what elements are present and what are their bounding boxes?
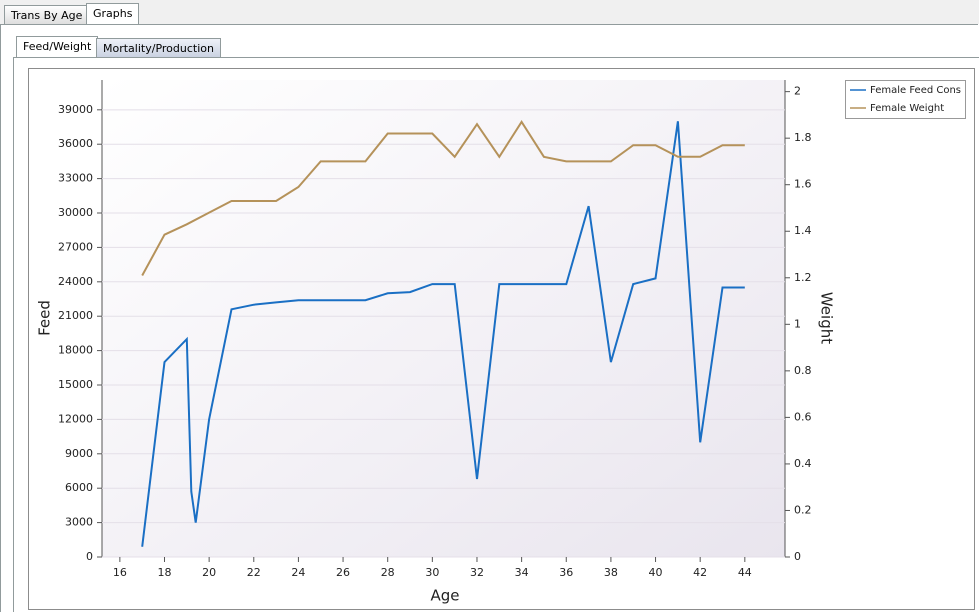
x-tick-label: 28 [381,566,395,579]
x-axis-label: Age [430,587,459,605]
x-tick-label: 44 [738,566,752,579]
y-tick-label: 24000 [58,275,93,288]
x-tick-label: 40 [649,566,663,579]
y2-tick-label: 0 [794,550,801,563]
x-tick-label: 20 [202,566,216,579]
legend [845,80,966,119]
legend-label: Female Feed Cons [870,85,961,96]
subtab[interactable]: Feed/Weight [16,36,99,58]
tab[interactable]: Graphs [86,3,140,25]
y2-tick-label: 1.4 [794,224,812,237]
y-tick-label: 18000 [58,344,93,357]
y-axis-label: Feed [36,300,54,336]
x-tick-label: 34 [515,566,529,579]
x-tick-label: 26 [336,566,350,579]
y-tick-label: 27000 [58,240,93,253]
plot-area [102,80,785,557]
x-tick-label: 38 [604,566,618,579]
x-tick-label: 24 [291,566,305,579]
y2-tick-label: 1.2 [794,271,812,284]
series-line [141,121,745,547]
y-tick-label: 21000 [58,309,93,322]
y-tick-label: 12000 [58,412,93,425]
y2-tick-label: 0.6 [794,410,812,423]
y2-axis-label: Weight [818,292,836,344]
y-tick-label: 36000 [58,137,93,150]
y2-tick-label: 0.4 [794,457,812,470]
x-tick-label: 42 [693,566,707,579]
y2-tick-label: 2 [794,85,801,98]
y-tick-label: 15000 [58,378,93,391]
y-tick-label: 9000 [65,447,93,460]
x-tick-label: 18 [157,566,171,579]
series-line [141,120,745,276]
y-tick-label: 30000 [58,206,93,219]
subtab-panel [13,57,979,612]
y-tick-label: 0 [86,550,93,563]
x-tick-label: 36 [559,566,573,579]
tab-panel [0,24,978,612]
x-tick-label: 16 [113,566,127,579]
y2-tick-label: 1 [794,317,801,330]
y-tick-label: 39000 [58,103,93,116]
y2-tick-label: 1.8 [794,131,812,144]
y2-tick-label: 1.6 [794,178,812,191]
x-tick-label: 22 [247,566,261,579]
x-tick-label: 32 [470,566,484,579]
y2-tick-label: 0.8 [794,364,812,377]
y2-tick-label: 0.2 [794,503,812,516]
y-tick-label: 3000 [65,516,93,529]
subtab[interactable]: Mortality/Production [96,38,221,58]
y-tick-label: 33000 [58,172,93,185]
x-tick-label: 30 [425,566,439,579]
legend-label: Female Weight [870,103,944,114]
y-tick-label: 6000 [65,481,93,494]
tab-strip-bg [0,0,979,24]
